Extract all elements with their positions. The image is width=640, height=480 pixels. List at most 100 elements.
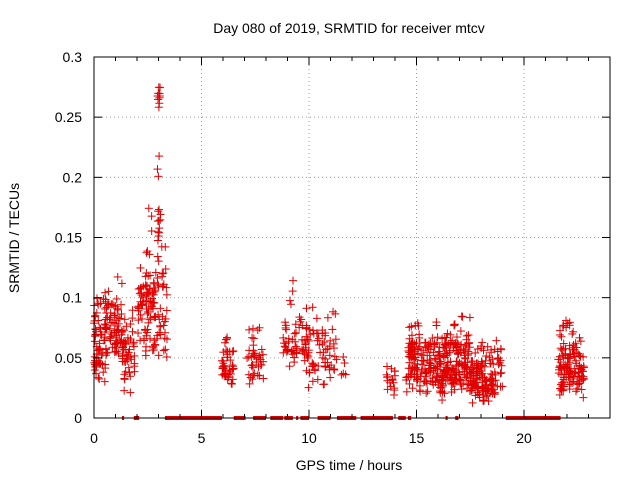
data-point	[320, 338, 329, 347]
data-point	[254, 353, 263, 362]
data-point	[126, 320, 135, 329]
data-point	[126, 372, 135, 381]
x-tick-labels: 0 5 10 15 20	[90, 430, 532, 446]
data-point	[439, 367, 448, 376]
data-point	[418, 360, 427, 369]
data-point	[471, 383, 480, 392]
data-point	[419, 376, 428, 385]
data-point	[147, 212, 156, 221]
data-point	[561, 349, 570, 358]
data-point	[450, 368, 459, 377]
data-point	[476, 362, 485, 371]
data-point	[304, 346, 313, 355]
data-point	[480, 373, 489, 382]
data-point	[113, 272, 122, 281]
data-point	[281, 321, 290, 330]
data-point	[314, 334, 323, 343]
data-point	[95, 374, 104, 383]
data-point	[245, 325, 254, 334]
data-point	[137, 314, 146, 323]
data-point	[153, 165, 162, 174]
data-point	[460, 370, 469, 379]
data-point	[253, 371, 262, 380]
data-point	[303, 353, 312, 362]
data-point	[471, 348, 480, 357]
data-point	[456, 327, 465, 336]
data-point	[144, 204, 153, 213]
data-point	[155, 205, 164, 214]
data-point	[469, 381, 478, 390]
data-point	[162, 306, 171, 315]
data-point	[102, 323, 111, 332]
data-point	[402, 375, 411, 384]
data-point	[279, 333, 288, 342]
data-point	[434, 380, 443, 389]
data-point	[311, 366, 320, 375]
data-point	[419, 346, 428, 355]
data-point	[430, 340, 439, 349]
data-point	[244, 370, 253, 379]
y-tick-label: 0.2	[63, 169, 83, 185]
data-point	[288, 350, 297, 359]
data-point	[464, 349, 473, 358]
data-point	[325, 351, 334, 360]
data-point	[465, 343, 474, 352]
data-point	[145, 286, 154, 295]
data-point	[119, 345, 128, 354]
data-point	[457, 359, 466, 368]
data-point	[98, 360, 107, 369]
data-point	[150, 279, 159, 288]
data-point	[144, 308, 153, 317]
data-point	[574, 367, 583, 376]
data-point	[137, 288, 146, 297]
data-point	[565, 321, 574, 330]
data-point	[162, 352, 171, 361]
data-point	[146, 297, 155, 306]
data-point	[456, 345, 465, 354]
data-point	[158, 272, 167, 281]
data-point	[308, 303, 317, 312]
data-point	[154, 227, 163, 236]
data-point	[245, 379, 254, 388]
data-point	[225, 366, 234, 375]
data-point	[302, 332, 311, 341]
data-point	[458, 361, 467, 370]
data-point	[286, 300, 295, 309]
data-point	[328, 325, 337, 334]
data-point	[408, 339, 417, 348]
data-point	[228, 375, 237, 384]
data-point	[154, 281, 163, 290]
data-point	[117, 300, 126, 309]
data-point	[559, 386, 568, 395]
data-point	[576, 337, 585, 346]
data-point	[245, 346, 254, 355]
data-point	[482, 352, 491, 361]
data-point	[221, 369, 230, 378]
data-point	[154, 207, 163, 216]
data-point	[223, 333, 232, 342]
data-point	[96, 324, 105, 333]
data-point	[226, 369, 235, 378]
data-point	[119, 326, 128, 335]
data-point	[407, 352, 416, 361]
data-point	[445, 348, 454, 357]
data-point	[430, 354, 439, 363]
data-point	[154, 172, 163, 181]
data-point	[91, 362, 100, 371]
data-point	[301, 340, 310, 349]
data-point	[488, 381, 497, 390]
data-point	[118, 327, 127, 336]
data-point	[258, 350, 267, 359]
y-tick-labels: 0 0.05 0.1 0.15 0.2 0.25 0.3	[55, 49, 82, 426]
data-point	[443, 361, 452, 370]
data-point	[486, 345, 495, 354]
data-point	[577, 385, 586, 394]
data-point	[135, 304, 144, 313]
data-point	[92, 369, 101, 378]
data-point	[103, 348, 112, 357]
data-point	[481, 356, 490, 365]
data-point	[304, 336, 313, 345]
data-point	[305, 368, 314, 377]
data-point	[382, 362, 391, 371]
y-tick-label: 0.1	[63, 290, 83, 306]
